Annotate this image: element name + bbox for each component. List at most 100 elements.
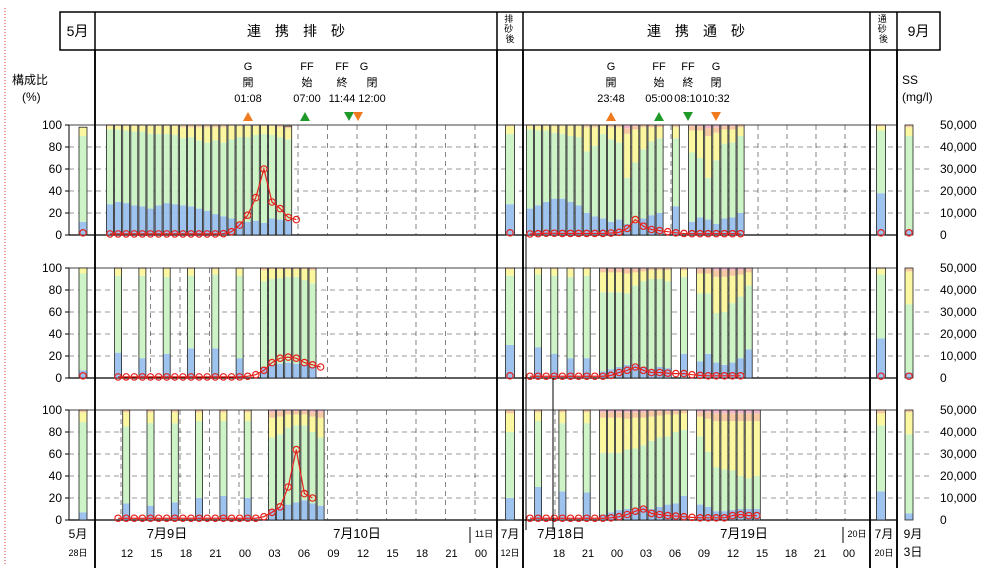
bar-segment-yellow <box>534 269 542 275</box>
bar-segment-pink <box>656 410 664 412</box>
bar-segment-yellow <box>704 273 712 294</box>
bar-segment-green <box>905 136 913 230</box>
bar-outline <box>744 267 753 379</box>
bar-segment-green <box>639 149 647 219</box>
bar-segment-blue <box>905 229 913 235</box>
bar-outline <box>712 267 721 379</box>
left-tick-label: 20 <box>49 349 63 363</box>
right-tick-label: 50,000 <box>940 403 977 417</box>
ss-point <box>671 229 680 237</box>
bar-segment-yellow <box>130 126 138 132</box>
bar-segment-blue <box>114 202 122 235</box>
header-haisa-go-char-2: 砂 <box>504 23 513 34</box>
bar-segment-orange <box>680 410 688 414</box>
bar-outline <box>114 267 122 379</box>
bar-segment-yellow <box>729 275 736 304</box>
bar-segment-orange <box>163 268 171 270</box>
bar-segment-orange <box>648 268 655 271</box>
bar-segment-orange <box>607 125 615 128</box>
bar-segment-orange <box>505 268 515 270</box>
bar-segment-green <box>558 133 566 199</box>
bar-segment-blue <box>542 202 550 235</box>
bar-segment-pink <box>729 125 736 127</box>
ss-point <box>558 229 567 238</box>
bar-segment-orange <box>163 125 171 127</box>
bar-segment-blue <box>745 509 753 520</box>
bar-segment-yellow <box>284 414 292 428</box>
bar-segment-orange <box>171 410 179 413</box>
stacked-bar <box>78 267 88 379</box>
bar-segment-blue <box>526 208 534 235</box>
ss-point <box>550 514 559 523</box>
ss-point <box>219 373 228 381</box>
event-tsusa-1: G開 23:48 <box>597 61 625 121</box>
bar-segment-yellow <box>575 126 583 138</box>
ss-point <box>590 372 599 381</box>
bar-segment-blue <box>114 352 122 378</box>
stacked-bar <box>251 124 260 236</box>
ss-point <box>252 193 260 202</box>
bar-segment-green <box>114 275 122 353</box>
bar-segment-pink <box>309 410 316 413</box>
panel-3: 0 20 40 60 80 100 0 10,000 20,000 30,000 40,000 50,… <box>42 50 977 568</box>
bar-segment-yellow <box>905 412 913 435</box>
x-time-label: 21 <box>209 548 221 560</box>
bar-outline <box>195 409 204 521</box>
bar-segment-green <box>187 137 195 207</box>
bar-segment-pink <box>737 268 745 271</box>
ss-point <box>696 229 704 238</box>
stacked-bar <box>704 267 713 379</box>
stacked-bar <box>680 267 688 379</box>
bar-segment-orange <box>567 268 574 270</box>
bar-segment-orange <box>317 412 325 418</box>
ss-point <box>203 373 212 381</box>
bar-segment-blue <box>550 198 558 235</box>
left-tick-label: 0 <box>55 371 62 385</box>
bar-segment-blue <box>623 364 631 378</box>
bar-segment-blue <box>268 364 276 378</box>
bar-segment-blue <box>607 221 615 235</box>
bar-segment-pink <box>704 410 712 413</box>
stacked-bar <box>736 409 745 521</box>
bar-segment-orange <box>729 126 736 130</box>
bar-segment-orange <box>905 410 913 413</box>
bar-segment-orange <box>680 268 688 271</box>
ss-point <box>243 211 252 220</box>
bar-segment-orange <box>252 125 260 127</box>
bar-outline <box>505 409 515 521</box>
bar-segment-green <box>284 427 292 505</box>
event-tsusa-4: G閉 10:32 <box>702 61 730 121</box>
event-label-top: FF <box>300 61 314 73</box>
bar-segment-yellow <box>664 414 672 437</box>
bar-segment-blue <box>696 217 704 235</box>
bar-segment-yellow <box>276 269 284 278</box>
bar-segment-yellow <box>648 270 655 279</box>
stacked-bar <box>505 124 515 236</box>
ss-point <box>268 358 276 367</box>
ss-point <box>663 369 672 377</box>
bar-segment-blue <box>79 512 87 520</box>
bar-segment-green <box>284 276 292 363</box>
bar-segment-pink <box>615 268 623 270</box>
ss-line <box>118 356 321 378</box>
stacked-bar <box>308 409 317 521</box>
x-time-label: 00 <box>611 548 623 560</box>
bar-outline <box>639 124 648 236</box>
bar-outline <box>558 124 567 236</box>
bar-segment-green <box>550 132 558 199</box>
ss-point <box>696 371 704 380</box>
ss-point <box>284 353 293 361</box>
bar-segment-blue <box>284 362 292 378</box>
bar-segment-yellow <box>623 418 631 450</box>
bar-segment-yellow <box>155 126 163 134</box>
bar-segment-yellow <box>122 412 130 427</box>
bar-segment-yellow <box>195 127 203 141</box>
bar-segment-green <box>680 276 688 354</box>
bar-segment-blue <box>163 203 171 235</box>
bar-segment-yellow <box>219 127 227 143</box>
bar-segment-blue <box>876 193 886 235</box>
bar-outline <box>268 409 276 521</box>
left-tick-label: 40 <box>49 327 63 341</box>
bar-segment-yellow <box>284 128 292 140</box>
bar-outline <box>308 409 317 521</box>
